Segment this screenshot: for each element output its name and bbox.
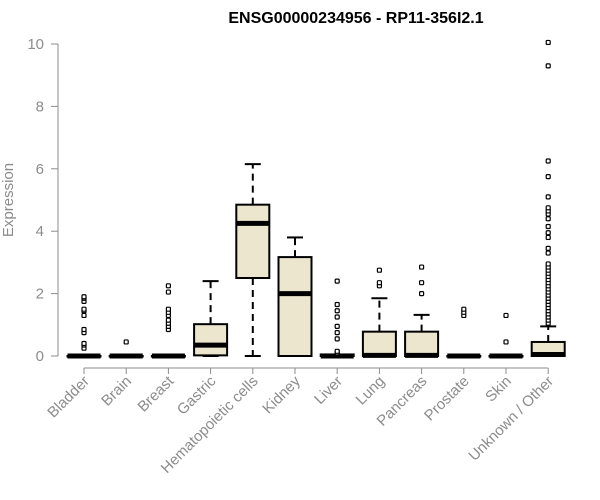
box-series (66, 39, 566, 359)
box-group-6 (319, 278, 355, 359)
x-tick-label-10: Skin (482, 373, 515, 406)
box-group-4 (235, 163, 271, 357)
outlier-9-2 (461, 306, 467, 312)
outlier-7-1 (376, 280, 382, 286)
outlier-11-30 (545, 174, 551, 180)
y-tick-label-2: 4 (36, 223, 44, 240)
x-tick-label-1: Brain (98, 373, 135, 410)
outlier-0-4 (81, 326, 87, 333)
outlier-11-29 (545, 194, 551, 200)
y-tick-label-0: 0 (36, 348, 44, 365)
outlier-11-21 (545, 245, 551, 251)
outlier-8-2 (419, 264, 425, 270)
x-tick-label-7: Lung (353, 373, 389, 409)
outlier-6-5 (334, 314, 340, 320)
x-tick-label-6: Liver (311, 373, 346, 408)
outlier-10-1 (503, 312, 509, 319)
outlier-8-0 (419, 291, 425, 297)
box-7 (361, 330, 397, 358)
outlier-6-8 (334, 278, 340, 284)
outlier-11-22 (545, 234, 551, 241)
outlier-6-1 (334, 348, 340, 354)
outlier-0-10 (81, 294, 87, 300)
outlier-1-0 (123, 339, 129, 345)
y-axis-label: Expression (0, 163, 17, 237)
box-group-8 (404, 264, 440, 358)
box-8 (404, 330, 440, 358)
box-group-9 (446, 306, 482, 359)
box-group-1 (108, 339, 144, 359)
outlier-11-19 (545, 261, 551, 267)
outlier-2-6 (165, 306, 171, 312)
outlier-11-32 (545, 63, 551, 69)
outlier-11-28 (545, 205, 551, 211)
box-group-3 (193, 280, 229, 357)
x-tick-label-5: Kidney (259, 372, 304, 417)
outlier-7-2 (376, 267, 382, 273)
box-group-2 (150, 283, 186, 359)
outlier-11-25 (545, 216, 551, 222)
outlier-11-31 (545, 158, 551, 164)
box-group-11 (530, 39, 566, 357)
outlier-2-7 (165, 289, 171, 295)
outlier-0-2 (81, 340, 87, 347)
outlier-0-7 (81, 306, 87, 312)
outlier-6-3 (334, 330, 340, 336)
outlier-11-23 (545, 230, 551, 236)
box-group-7 (361, 267, 397, 358)
outlier-8-1 (419, 280, 425, 286)
outlier-11-20 (545, 250, 551, 256)
y-axis: 0 2 4 6 8 10 (27, 36, 59, 365)
chart-title: ENSG00000234956 - RP11-356I2.1 (228, 10, 483, 27)
outlier-0-5 (81, 312, 87, 319)
x-tick-label-9: Prostate (421, 373, 473, 425)
outlier-2-8 (165, 283, 171, 289)
box-group-10 (488, 312, 524, 359)
y-tick-label-5: 10 (27, 36, 44, 53)
y-tick-label-3: 6 (36, 161, 44, 178)
y-tick-label-4: 8 (36, 98, 44, 115)
outlier-10-0 (503, 339, 509, 345)
outlier-11-33 (545, 39, 551, 46)
outlier-2-3 (165, 317, 171, 323)
outlier-6-7 (334, 301, 340, 308)
outlier-6-2 (334, 336, 340, 342)
box-group-0 (66, 294, 102, 359)
box-4 (235, 203, 271, 279)
outlier-6-4 (334, 323, 340, 329)
y-tick-label-1: 2 (36, 286, 44, 303)
outlier-6-6 (334, 308, 340, 314)
outlier-11-24 (545, 223, 551, 230)
box-group-5 (277, 236, 313, 358)
box-3 (193, 323, 229, 357)
x-tick-label-2: Breast (135, 372, 178, 415)
box-5 (277, 256, 313, 358)
x-tick-label-0: Bladder (44, 373, 93, 422)
